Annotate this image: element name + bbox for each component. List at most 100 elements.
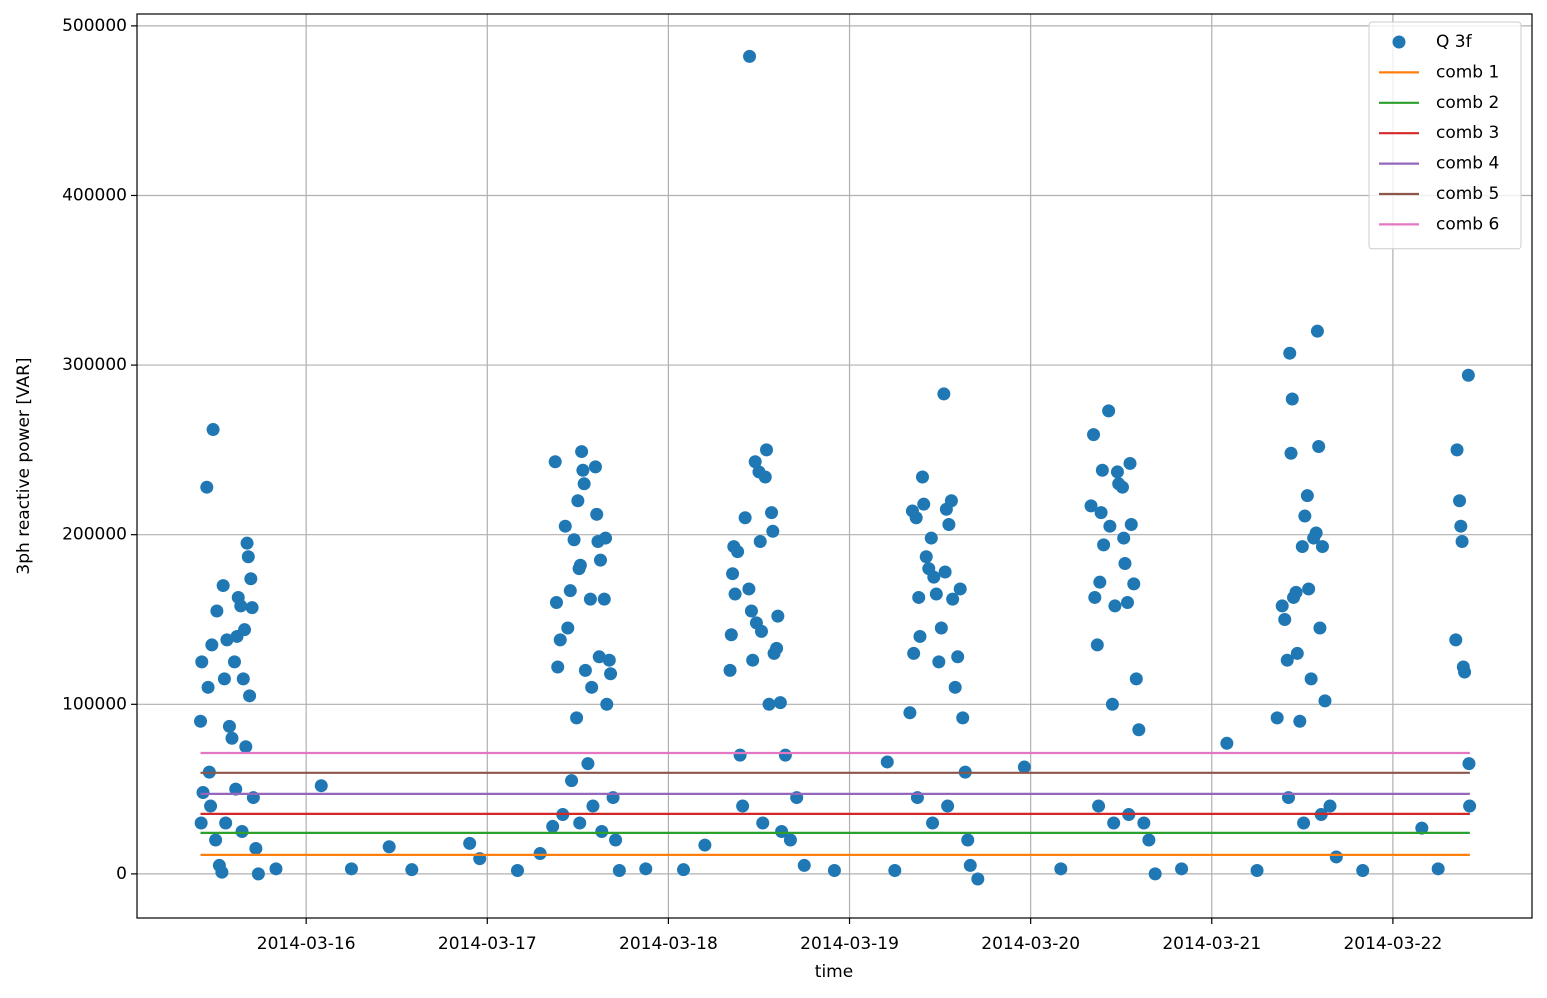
data-point	[240, 536, 254, 550]
data-point	[1088, 590, 1102, 604]
data-point	[1108, 599, 1122, 613]
data-point	[239, 740, 253, 754]
data-point	[1097, 538, 1111, 552]
data-point	[909, 511, 923, 525]
data-point	[924, 531, 938, 545]
data-point	[927, 570, 941, 584]
data-point	[561, 621, 575, 635]
data-point	[558, 519, 572, 533]
data-point	[1458, 665, 1472, 679]
data-point	[1290, 646, 1304, 660]
y-tick-label: 200000	[62, 525, 127, 545]
data-point	[951, 650, 965, 664]
data-point	[382, 840, 396, 854]
data-point	[1087, 428, 1101, 442]
data-point	[731, 545, 745, 559]
data-point	[762, 697, 776, 711]
data-point	[963, 858, 977, 872]
data-point	[222, 719, 236, 733]
data-point	[766, 524, 780, 538]
data-point	[1103, 519, 1117, 533]
data-point	[249, 841, 263, 855]
data-point	[238, 623, 252, 637]
data-point	[726, 567, 740, 581]
data-point	[567, 533, 581, 547]
data-point	[1463, 799, 1477, 813]
x-tick-label: 2014-03-20	[981, 934, 1080, 954]
data-point	[533, 847, 547, 861]
data-point	[210, 604, 224, 618]
data-point	[576, 463, 590, 477]
legend-label: comb 5	[1436, 184, 1499, 204]
legend-label: comb 6	[1436, 214, 1499, 234]
data-point	[219, 816, 233, 830]
data-point	[743, 49, 757, 63]
data-point	[1094, 506, 1108, 520]
data-point	[723, 663, 737, 677]
data-point	[639, 862, 653, 876]
data-point	[744, 604, 758, 618]
data-point	[593, 553, 607, 567]
data-point	[1323, 799, 1337, 813]
data-point	[1102, 404, 1116, 418]
data-point	[548, 455, 562, 469]
data-point	[1313, 621, 1327, 635]
x-tick-label: 2014-03-17	[438, 934, 537, 954]
data-point	[1280, 653, 1294, 667]
data-point	[1117, 531, 1131, 545]
data-point	[944, 494, 958, 508]
data-point	[344, 862, 358, 876]
data-point	[827, 864, 841, 878]
x-tick-label: 2014-03-21	[1162, 934, 1261, 954]
data-point	[588, 460, 602, 474]
y-tick-label: 0	[116, 864, 127, 884]
data-point	[235, 825, 249, 839]
data-point	[269, 862, 283, 876]
data-point	[194, 714, 208, 728]
data-point	[1455, 534, 1469, 548]
axes: 0 100000 200000 300000 400000 500000 2014-03-1…	[62, 16, 1442, 954]
data-point	[1090, 638, 1104, 652]
data-point	[209, 833, 223, 847]
data-point	[586, 799, 600, 813]
x-tick-label: 2014-03-16	[257, 934, 356, 954]
data-point	[698, 838, 712, 852]
data-point	[758, 470, 772, 484]
data-point	[583, 592, 597, 606]
data-point	[1123, 456, 1137, 470]
data-point	[907, 646, 921, 660]
data-point	[733, 748, 747, 762]
data-point	[597, 592, 611, 606]
data-point	[773, 696, 787, 710]
legend-label: comb 3	[1436, 123, 1499, 143]
data-point	[553, 633, 567, 647]
data-point	[1329, 850, 1343, 864]
data-point	[225, 731, 239, 745]
data-point	[205, 638, 219, 652]
data-point	[1275, 599, 1289, 613]
data-point	[1431, 862, 1445, 876]
data-point	[571, 494, 585, 508]
data-point	[1461, 368, 1475, 382]
data-point	[1462, 757, 1476, 771]
data-point	[463, 836, 477, 850]
data-point	[736, 799, 750, 813]
data-point	[1450, 443, 1464, 457]
data-point	[196, 785, 210, 799]
y-tick-label: 400000	[62, 185, 127, 205]
data-point	[941, 799, 955, 813]
data-point	[612, 864, 626, 878]
data-point	[575, 445, 589, 459]
data-point	[771, 609, 785, 623]
data-point	[1084, 499, 1098, 513]
data-point	[1142, 833, 1156, 847]
data-point	[937, 387, 951, 401]
data-point	[1095, 463, 1109, 477]
data-point	[926, 816, 940, 830]
data-point	[241, 550, 255, 564]
grid	[137, 14, 1532, 918]
data-point	[1093, 575, 1107, 589]
data-point	[1137, 816, 1151, 830]
data-point	[915, 470, 929, 484]
data-point	[592, 650, 606, 664]
